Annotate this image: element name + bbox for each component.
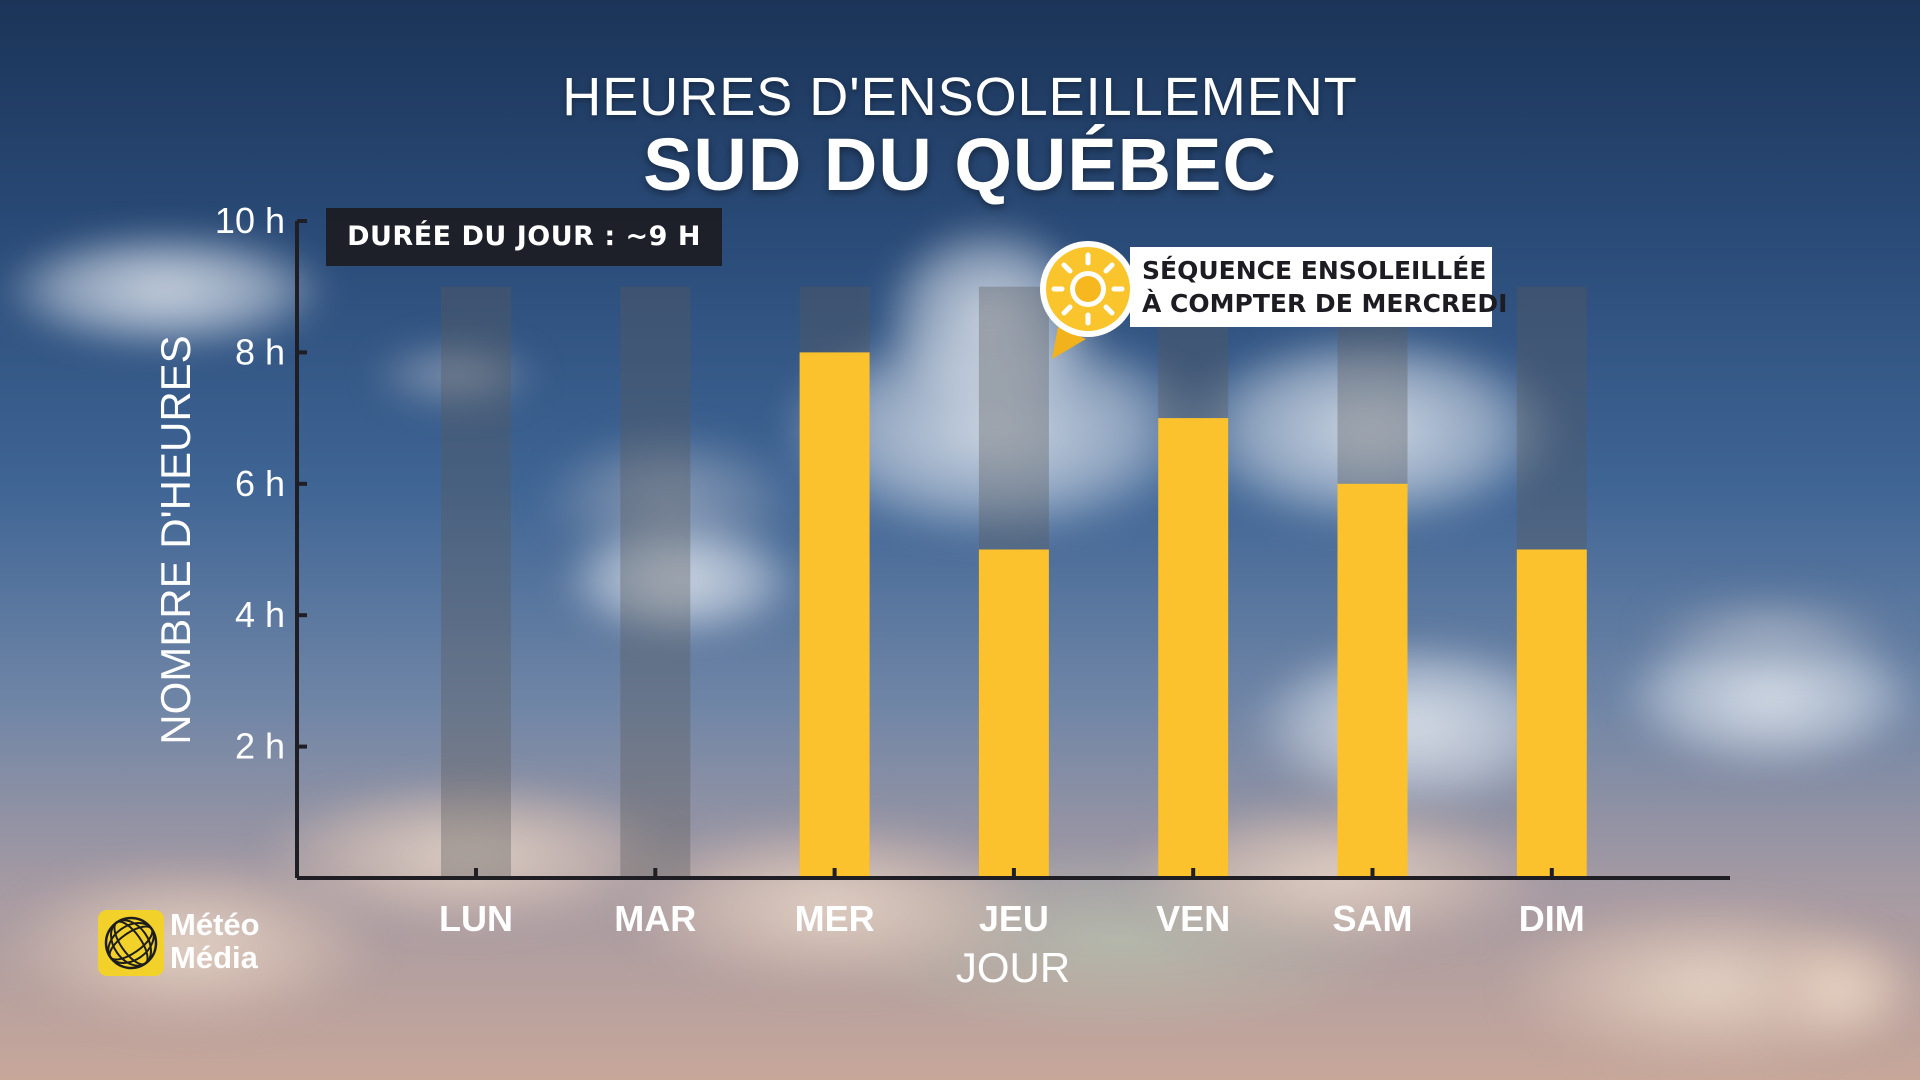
day-length-badge: DURÉE DU JOUR : ~9 H — [326, 208, 722, 266]
x-ticks: LUN MAR MER JEU VEN SAM DIM — [439, 868, 1585, 939]
sunshine-bar-sam — [1337, 483, 1408, 878]
logo-line-1: Météo — [170, 907, 260, 942]
sun-icon — [1051, 252, 1125, 326]
y-tick-label: 10 h — [215, 200, 285, 241]
sunshine-bar-dim — [1516, 549, 1587, 878]
y-tick-label: 4 h — [235, 594, 285, 635]
y-tick-label: 8 h — [235, 331, 285, 372]
y-tick-label: 2 h — [235, 726, 285, 767]
logo-line-2: Média — [170, 940, 258, 975]
sunny-sequence-callout: SÉQUENCE ENSOLEILLÉE À COMPTER DE MERCRE… — [1130, 247, 1508, 327]
y-axis-title: NOMBRE D'HEURES — [152, 335, 199, 744]
x-tick-label-mer: MER — [795, 898, 875, 939]
chart-subtitle: SUD DU QUÉBEC — [643, 123, 1277, 206]
callout-line-1: SÉQUENCE ENSOLEILLÉE — [1142, 256, 1487, 285]
x-tick-label-dim: DIM — [1519, 898, 1585, 939]
sunshine-bar-jeu — [978, 549, 1049, 878]
x-tick-label-ven: VEN — [1156, 898, 1230, 939]
sun-pin-icon — [1040, 241, 1136, 359]
possible-hours-bar — [441, 286, 511, 878]
x-tick-label-lun: LUN — [439, 898, 513, 939]
x-axis-title: JOUR — [956, 944, 1070, 991]
x-tick-label-jeu: JEU — [979, 898, 1049, 939]
x-tick-label-mar: MAR — [614, 898, 696, 939]
sunshine-bars — [799, 352, 1587, 878]
chart-title: HEURES D'ENSOLEILLEMENT — [562, 67, 1358, 127]
meteomedia-logo: Météo Média — [98, 908, 278, 980]
sunshine-bar-ven — [1158, 418, 1229, 878]
globe-icon — [98, 910, 164, 976]
callout-line-2: À COMPTER DE MERCREDI — [1142, 289, 1508, 318]
sunshine-bar-mer — [799, 352, 870, 878]
x-tick-label-sam: SAM — [1333, 898, 1413, 939]
y-ticks: 2 h 4 h 6 h 8 h 10 h — [215, 200, 307, 767]
possible-hours-bar — [620, 286, 691, 878]
y-tick-label: 6 h — [235, 463, 285, 504]
